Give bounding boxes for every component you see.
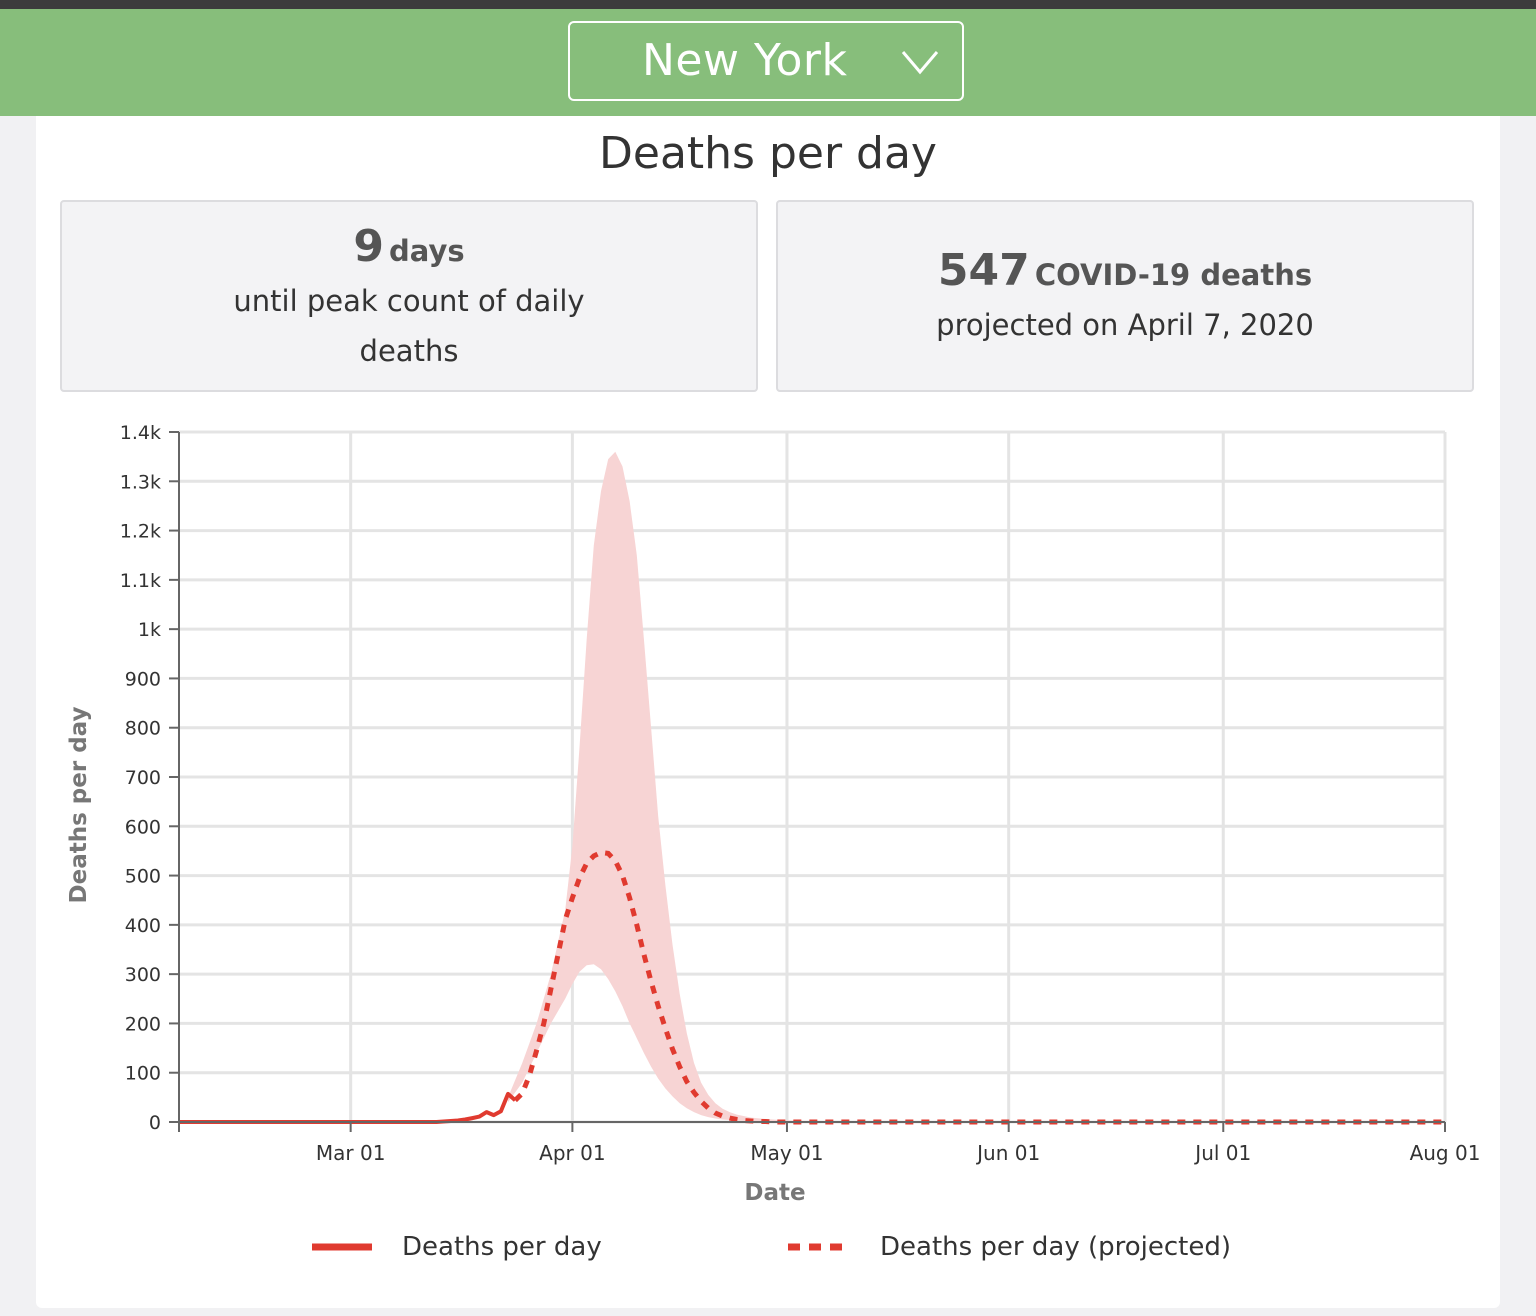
peak-days-unit: days — [389, 234, 465, 268]
projected-deaths-value: 547 — [937, 245, 1030, 296]
y-tick-label: 100 — [125, 1063, 161, 1085]
y-tick-label: 1.1k — [120, 570, 161, 592]
y-tick-label: 1.2k — [120, 521, 161, 543]
y-tick-label: 0 — [149, 1112, 161, 1134]
y-tick-label: 600 — [125, 816, 161, 838]
y-tick-label: 800 — [125, 718, 161, 740]
state-dropdown[interactable]: New York — [568, 21, 964, 101]
header-bar: New York — [0, 9, 1536, 116]
projected-deaths-caption: projected on April 7, 2020 — [936, 308, 1314, 342]
chart-card: Deaths per day 9 days until peak count o… — [36, 116, 1500, 1308]
y-tick-label: 900 — [125, 668, 161, 690]
y-tick-label: 1k — [138, 619, 161, 641]
y-tick-label: 700 — [125, 767, 161, 789]
y-tick-label: 500 — [125, 866, 161, 888]
x-tick-label: Jun 01 — [975, 1141, 1040, 1165]
projected-deaths-card: 547 COVID-19 deaths projected on April 7… — [776, 200, 1474, 392]
chart-legend: Deaths per day Deaths per day (projected… — [312, 1232, 1231, 1262]
projected-deaths-unit: COVID-19 deaths — [1034, 258, 1313, 292]
x-tick-label: Aug 01 — [1410, 1141, 1481, 1165]
peak-days-caption: until peak count of daily deaths — [233, 284, 585, 368]
deaths-line-chart: 0 100 200 300 400 500 600 700 800 900 1k 1.1k 1.2k 1.… — [66, 422, 1481, 1262]
page-title: Deaths per day — [599, 128, 937, 179]
legend-label-deaths-per-day-projected: Deaths per day (projected) — [880, 1232, 1231, 1262]
y-tick-label: 400 — [125, 915, 161, 937]
top-status-bar — [0, 0, 1536, 9]
series-line-deaths-per-day — [179, 1091, 517, 1124]
y-tick-label: 1.3k — [120, 471, 161, 493]
x-tick-label: Mar 01 — [316, 1141, 386, 1165]
y-axis-title: Deaths per day — [66, 707, 92, 904]
uncertainty-band — [508, 451, 895, 1122]
chevron-down-icon — [901, 51, 939, 75]
y-tick-label: 300 — [125, 964, 161, 986]
x-tick-label: May 01 — [750, 1141, 823, 1165]
x-tick-label: Jul 01 — [1193, 1141, 1251, 1165]
state-dropdown-label: New York — [642, 35, 848, 86]
x-tick-label: Apr 01 — [539, 1141, 605, 1165]
peak-days-value: 9 — [353, 221, 384, 272]
peak-days-card: 9 days until peak count of daily deaths — [60, 200, 758, 392]
y-tick-label: 1.4k — [120, 422, 161, 444]
y-tick-label: 200 — [125, 1013, 161, 1035]
x-axis-title: Date — [744, 1180, 805, 1206]
legend-label-deaths-per-day: Deaths per day — [402, 1232, 602, 1262]
